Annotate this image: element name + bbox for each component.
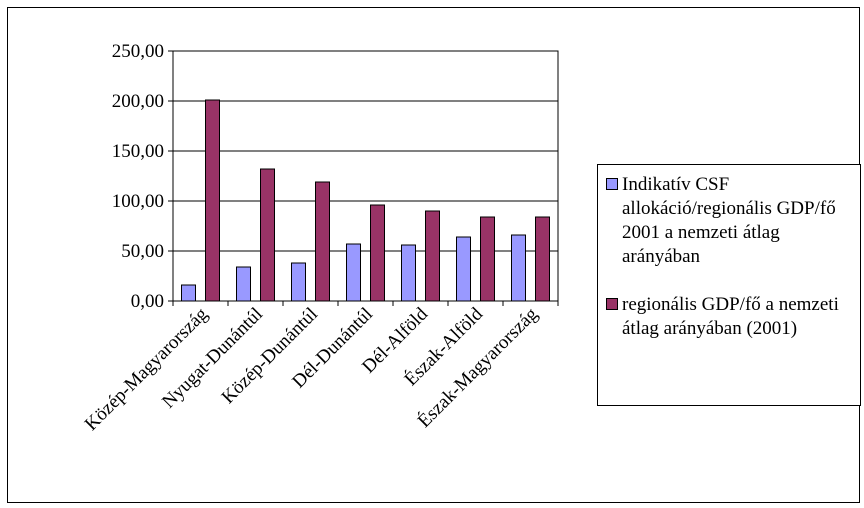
y-tick-label: 50,00: [121, 241, 164, 262]
bar-series-2-3: [370, 204, 385, 302]
y-tick-label: 250,00: [112, 41, 164, 62]
bar-series-2-4: [425, 210, 440, 302]
legend: Indikatív CSF allokáció/regionális GDP/f…: [597, 164, 861, 406]
bar-series-2-6: [535, 216, 550, 302]
bar-series-2-1: [260, 168, 275, 302]
y-tick-label: 100,00: [112, 191, 164, 212]
bar-series-1-2: [291, 262, 306, 302]
bar-series-1-0: [181, 284, 196, 302]
bar-series-2-2: [315, 181, 330, 302]
bar-series-1-3: [346, 243, 361, 302]
bar-series-1-6: [511, 234, 526, 302]
y-axis-ticks: 0,00 50,00 100,00 150,00 200,00 250,00: [112, 41, 173, 312]
y-tick-label: 0,00: [131, 291, 164, 312]
legend-swatch-series-2: [606, 298, 618, 310]
bar-series-1-5: [456, 236, 471, 302]
bar-series-1-4: [401, 244, 416, 302]
bars: [181, 99, 550, 302]
bar-series-2-0: [205, 99, 220, 302]
legend-label-series-2: regionális GDP/fő a nemzeti átlag arányá…: [622, 294, 839, 339]
y-tick-label: 150,00: [112, 141, 164, 162]
gridlines: [173, 100, 558, 252]
plot-area: [172, 50, 559, 302]
legend-label-series-1: Indikatív CSF allokáció/regionális GDP/f…: [622, 174, 836, 267]
y-tick-label: 200,00: [112, 91, 164, 112]
bar-series-1-1: [236, 266, 251, 302]
legend-swatch-series-1: [606, 178, 618, 190]
bar-series-2-5: [480, 216, 495, 302]
